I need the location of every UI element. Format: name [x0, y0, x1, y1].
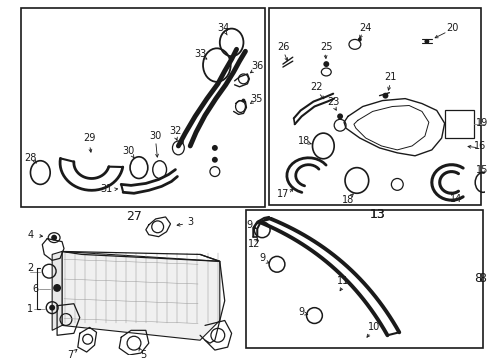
Text: 12: 12	[247, 239, 260, 248]
Text: 15: 15	[475, 165, 487, 175]
Text: 29: 29	[83, 133, 96, 143]
Polygon shape	[52, 251, 62, 330]
Bar	[246, 210, 482, 348]
Bar	[444, 111, 473, 138]
Circle shape	[241, 99, 245, 103]
Text: 3: 3	[187, 217, 193, 227]
Text: 16: 16	[473, 141, 485, 151]
Text: 20: 20	[446, 23, 458, 33]
Text: 21: 21	[384, 72, 396, 82]
Text: 7: 7	[67, 350, 73, 360]
Text: 14: 14	[449, 194, 462, 204]
Circle shape	[53, 284, 61, 292]
Text: 24: 24	[359, 23, 371, 33]
Text: 18: 18	[297, 136, 309, 146]
Text: 27: 27	[126, 211, 142, 224]
Text: 13: 13	[369, 208, 385, 221]
Text: 35: 35	[249, 94, 262, 104]
Text: 8: 8	[473, 271, 481, 285]
Bar	[268, 8, 480, 205]
Text: 28: 28	[24, 153, 37, 163]
Circle shape	[51, 235, 57, 240]
Text: 1: 1	[27, 303, 34, 314]
Circle shape	[323, 61, 328, 67]
Circle shape	[179, 140, 183, 144]
Text: 26: 26	[277, 42, 289, 52]
Text: 13: 13	[369, 208, 385, 221]
Text: 32: 32	[169, 126, 181, 136]
Text: 2: 2	[27, 263, 34, 273]
Text: 17: 17	[276, 189, 288, 199]
Text: 11: 11	[336, 276, 348, 286]
Text: 9: 9	[246, 220, 252, 230]
Circle shape	[382, 93, 387, 99]
Text: 30: 30	[122, 146, 134, 156]
Circle shape	[211, 145, 217, 151]
Text: 23: 23	[326, 96, 339, 107]
Text: 36: 36	[251, 61, 263, 71]
Text: 22: 22	[309, 82, 322, 92]
Circle shape	[357, 37, 361, 41]
Text: 9: 9	[259, 253, 264, 264]
Text: 33: 33	[194, 49, 206, 59]
Text: 5: 5	[140, 350, 146, 360]
Circle shape	[211, 157, 217, 163]
Circle shape	[336, 113, 343, 119]
Circle shape	[49, 305, 55, 311]
Text: 30: 30	[149, 131, 162, 141]
Text: 6: 6	[32, 284, 39, 294]
Text: 10: 10	[367, 323, 379, 332]
Text: 9: 9	[298, 307, 304, 316]
Text: 18: 18	[341, 195, 353, 205]
Bar	[20, 8, 264, 207]
Text: 31: 31	[100, 184, 112, 194]
Text: 4: 4	[27, 230, 34, 240]
Text: 8: 8	[477, 271, 485, 285]
Text: 19: 19	[475, 118, 487, 128]
Text: 34: 34	[217, 23, 229, 33]
Text: 25: 25	[319, 42, 332, 52]
Polygon shape	[62, 251, 219, 340]
Circle shape	[424, 39, 428, 44]
